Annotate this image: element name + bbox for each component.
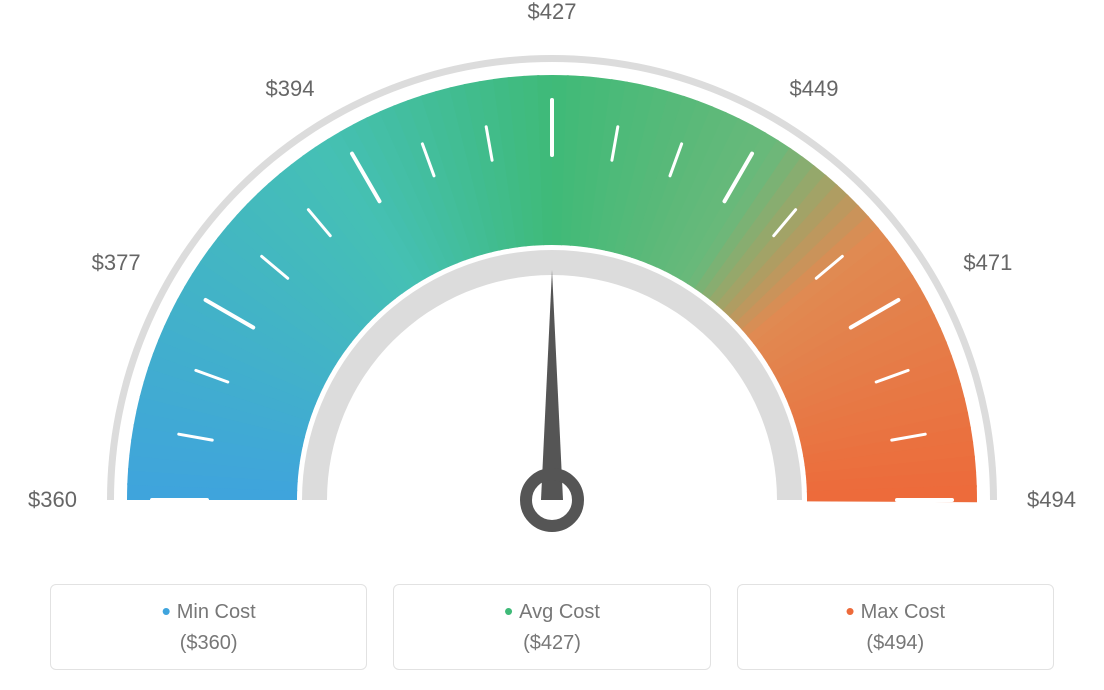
max-dot-icon: • bbox=[846, 596, 855, 626]
avg-dot-icon: • bbox=[504, 596, 513, 626]
avg-cost-label: Avg Cost bbox=[519, 601, 600, 623]
avg-cost-title: •Avg Cost bbox=[404, 601, 699, 624]
max-cost-title: •Max Cost bbox=[748, 601, 1043, 624]
min-cost-value: ($360) bbox=[61, 632, 356, 655]
min-cost-title: •Min Cost bbox=[61, 601, 356, 624]
gauge-tick-label: $377 bbox=[92, 250, 141, 276]
gauge-tick-label: $394 bbox=[266, 76, 315, 102]
min-dot-icon: • bbox=[162, 596, 171, 626]
min-cost-label: Min Cost bbox=[177, 601, 256, 623]
avg-cost-card: •Avg Cost ($427) bbox=[393, 584, 710, 670]
gauge bbox=[0, 0, 1104, 570]
gauge-tick-label: $427 bbox=[528, 0, 577, 25]
max-cost-value: ($494) bbox=[748, 632, 1043, 655]
avg-cost-value: ($427) bbox=[404, 632, 699, 655]
gauge-tick-label: $449 bbox=[790, 76, 839, 102]
min-cost-card: •Min Cost ($360) bbox=[50, 584, 367, 670]
gauge-chart-container: $360$377$394$427$449$471$494 •Min Cost (… bbox=[0, 0, 1104, 690]
gauge-tick-label: $494 bbox=[1027, 487, 1076, 513]
max-cost-card: •Max Cost ($494) bbox=[737, 584, 1054, 670]
summary-cards: •Min Cost ($360) •Avg Cost ($427) •Max C… bbox=[50, 584, 1054, 670]
max-cost-label: Max Cost bbox=[861, 601, 945, 623]
gauge-tick-label: $360 bbox=[28, 487, 77, 513]
gauge-tick-label: $471 bbox=[963, 250, 1012, 276]
